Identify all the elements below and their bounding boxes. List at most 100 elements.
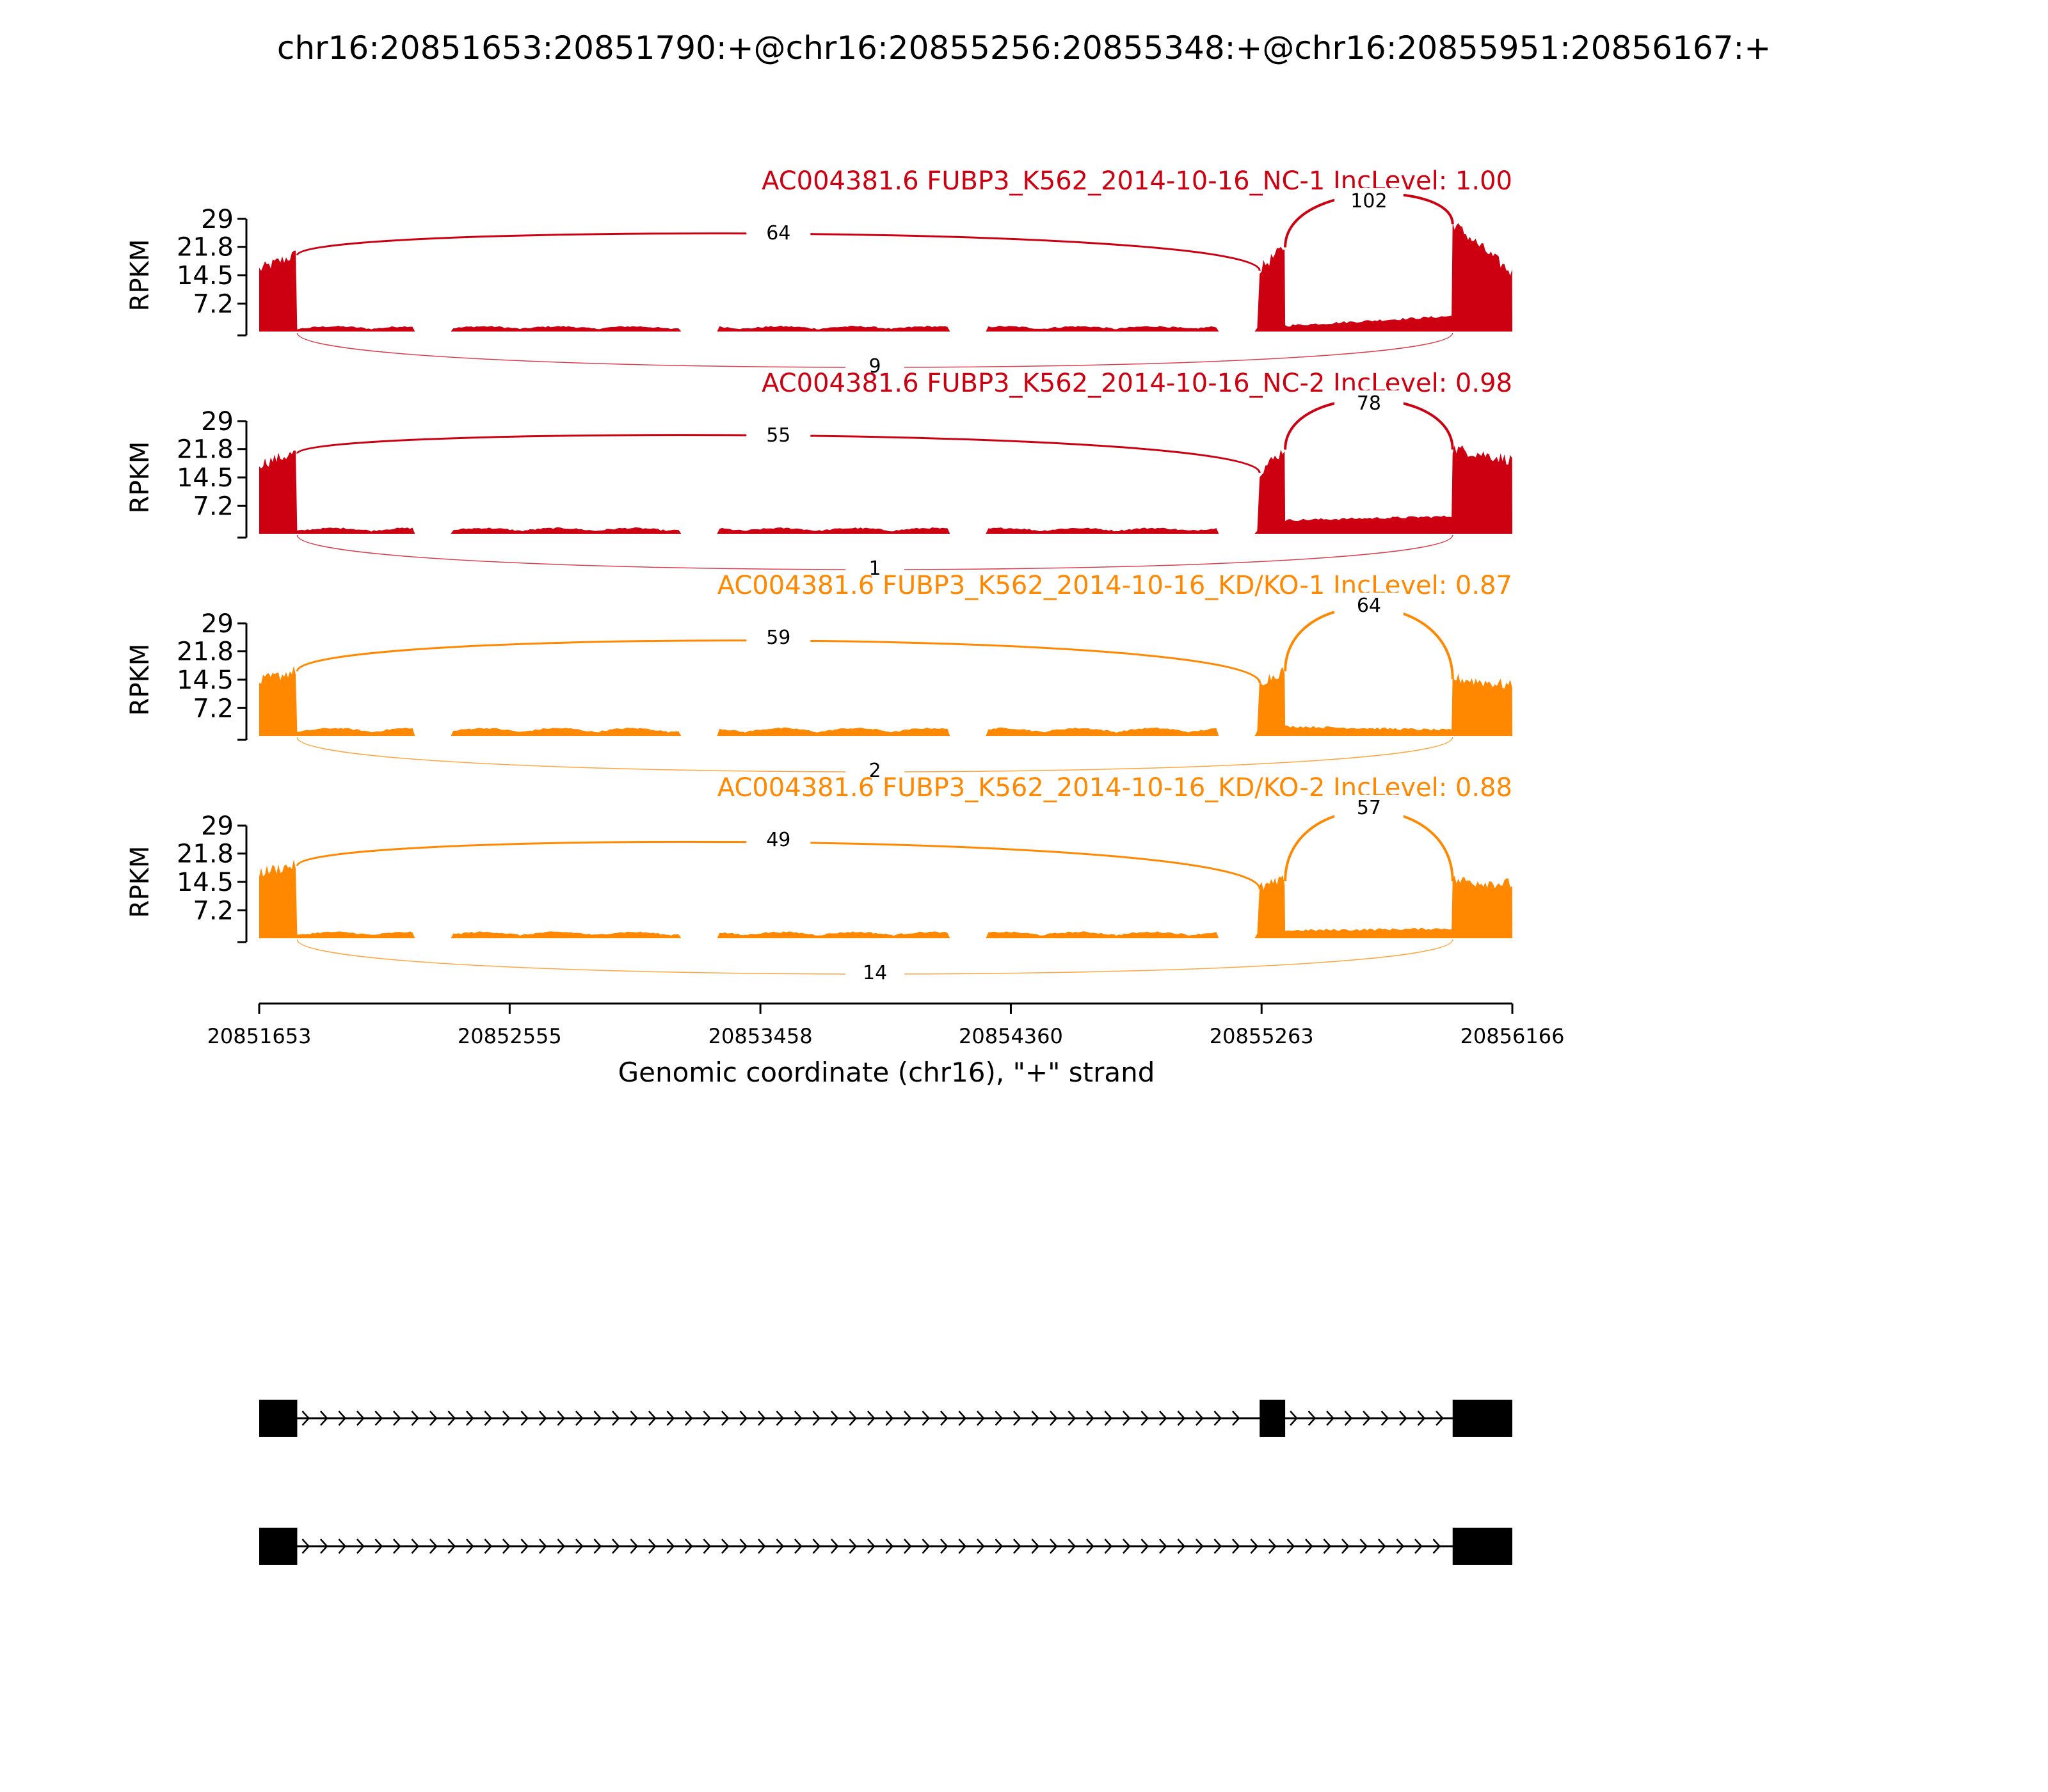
strand-arrow <box>849 1411 858 1426</box>
strand-arrow <box>958 1411 967 1426</box>
junction-label-bg <box>746 219 811 244</box>
strand-arrow <box>1068 1411 1076 1426</box>
y-tick-label: 29 <box>201 812 234 841</box>
y-tick-label: 29 <box>201 205 234 234</box>
x-tick-label: 20854360 <box>959 1024 1063 1048</box>
junction-label-bg <box>1334 188 1404 214</box>
junction-arc-downstream <box>1284 809 1454 881</box>
strand-arrow <box>1363 1411 1371 1426</box>
strand-arrow <box>685 1539 693 1554</box>
strand-arrow <box>630 1411 639 1426</box>
y-tick-label: 14.5 <box>177 261 234 291</box>
strand-arrow <box>466 1411 474 1426</box>
strand-arrow <box>995 1411 1004 1426</box>
strand-arrow <box>320 1411 328 1426</box>
strand-arrow <box>885 1411 894 1426</box>
junction-label-bg <box>746 623 811 649</box>
junction-count-downstream: 78 <box>1357 392 1381 415</box>
junction-count-upstream: 59 <box>766 627 790 649</box>
y-tick-label: 21.8 <box>177 637 234 667</box>
junction-count-skip: 14 <box>863 962 887 984</box>
strand-arrow <box>885 1539 894 1554</box>
chart-title: chr16:20851653:20851790:+@chr16:20855256… <box>277 29 1771 67</box>
strand-arrow <box>794 1539 803 1554</box>
strand-arrow <box>1396 1539 1405 1554</box>
strand-arrow <box>758 1539 766 1554</box>
strand-arrow <box>922 1411 931 1426</box>
junction-count-skip: 2 <box>869 760 881 782</box>
junction-label-bg <box>845 352 905 378</box>
junction-label-bg <box>746 826 811 851</box>
strand-arrow <box>703 1411 712 1426</box>
strand-arrow <box>685 1411 693 1426</box>
strand-arrow <box>940 1411 948 1426</box>
strand-arrow <box>356 1539 365 1554</box>
strand-arrow <box>484 1539 493 1554</box>
isoform-models <box>259 1400 1512 1565</box>
strand-arrow <box>429 1539 438 1554</box>
strand-arrow <box>1031 1539 1040 1554</box>
strand-arrow <box>1305 1539 1313 1554</box>
strand-arrow <box>1436 1411 1444 1426</box>
strand-arrow <box>374 1539 383 1554</box>
exon-block <box>259 1400 298 1437</box>
exon-block <box>1452 1400 1512 1437</box>
coverage-area <box>259 666 1512 736</box>
y-axis-label: RPKM <box>125 644 155 716</box>
strand-arrow <box>1104 1539 1113 1554</box>
x-axis-label: Genomic coordinate (chr16), "+" strand <box>618 1057 1155 1088</box>
x-tick-label: 20851653 <box>207 1024 312 1048</box>
y-tick-label: 21.8 <box>177 840 234 869</box>
strand-arrow <box>1359 1539 1368 1554</box>
strand-arrow <box>1290 1411 1298 1426</box>
strand-arrow <box>977 1411 985 1426</box>
strand-arrow <box>758 1411 766 1426</box>
strand-arrow <box>1013 1411 1021 1426</box>
strand-arrow <box>1232 1411 1240 1426</box>
strand-arrow <box>1414 1539 1423 1554</box>
isoform-track <box>259 1528 1512 1565</box>
strand-arrow <box>1086 1411 1094 1426</box>
x-tick-label: 20856166 <box>1460 1024 1565 1048</box>
x-tick-label: 20852555 <box>458 1024 562 1048</box>
strand-arrow <box>940 1539 948 1554</box>
y-tick-label: 29 <box>201 407 234 436</box>
junction-label-bg <box>1334 390 1404 416</box>
junction-count-downstream: 102 <box>1350 190 1387 212</box>
y-tick-label: 14.5 <box>177 463 234 493</box>
strand-arrow <box>904 1539 912 1554</box>
strand-arrow <box>520 1411 529 1426</box>
strand-arrow <box>338 1411 347 1426</box>
strand-arrow <box>721 1411 730 1426</box>
strand-arrow <box>1213 1411 1222 1426</box>
exon-block <box>259 1528 298 1565</box>
strand-arrow <box>1326 1411 1334 1426</box>
strand-arrow <box>1013 1539 1021 1554</box>
strand-arrow <box>1417 1411 1426 1426</box>
strand-arrow <box>593 1411 602 1426</box>
strand-arrow <box>374 1411 383 1426</box>
strand-arrow <box>1177 1539 1186 1554</box>
coverage-area <box>259 222 1512 332</box>
strand-arrow <box>666 1411 675 1426</box>
y-axis-label: RPKM <box>125 239 155 312</box>
strand-arrow <box>1380 1411 1389 1426</box>
junction-count-upstream: 64 <box>766 222 790 244</box>
strand-arrow <box>812 1411 821 1426</box>
strand-arrow <box>958 1539 967 1554</box>
y-tick-label: 14.5 <box>177 666 234 695</box>
strand-arrow <box>539 1411 547 1426</box>
y-axis-label: RPKM <box>125 442 155 514</box>
strand-arrow <box>593 1539 602 1554</box>
strand-arrow <box>1378 1539 1386 1554</box>
strand-arrow <box>867 1539 876 1554</box>
exon-block <box>1452 1528 1512 1565</box>
x-axis: Genomic coordinate (chr16), "+" strand 2… <box>207 1002 1565 1088</box>
strand-arrow <box>429 1411 438 1426</box>
strand-arrow <box>612 1539 620 1554</box>
x-tick-label: 20853458 <box>708 1024 813 1048</box>
strand-arrow <box>721 1539 730 1554</box>
strand-arrow <box>1323 1539 1332 1554</box>
